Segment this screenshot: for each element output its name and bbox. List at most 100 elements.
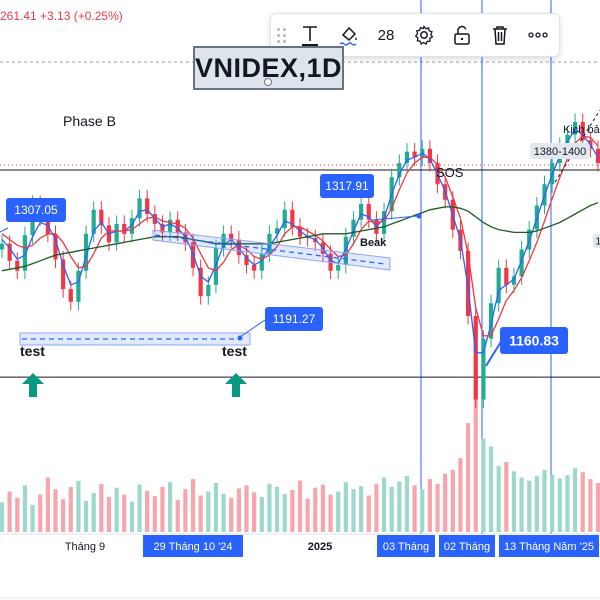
volume-bar — [53, 489, 58, 532]
candle-body — [336, 265, 341, 271]
volume-bar — [359, 486, 364, 532]
volume-bar — [320, 484, 326, 532]
volume-bar — [595, 483, 600, 532]
volume-bar — [15, 497, 20, 532]
scenario-label: Kịch bả — [563, 124, 600, 136]
candle-body — [53, 233, 58, 260]
volume-bar — [0, 502, 5, 532]
candle-body — [0, 243, 5, 250]
callout-line-1317 — [371, 215, 419, 221]
candle-body — [114, 223, 119, 243]
text-tool-icon[interactable] — [291, 16, 329, 54]
phase-label: Phase B — [63, 113, 116, 129]
volume-bar — [175, 500, 180, 532]
volume-bar — [404, 476, 410, 532]
volume-bar — [313, 487, 318, 532]
candle-body — [412, 151, 417, 158]
volume-bar — [152, 496, 157, 532]
volume-bar — [160, 486, 165, 532]
price-label-1191: 1191.27 — [273, 312, 316, 326]
callout-line-1191 — [239, 319, 266, 338]
candle-body — [397, 163, 402, 178]
candle-body — [466, 250, 471, 316]
edge-label-13: 13 — [595, 237, 600, 248]
volume-bar — [511, 471, 517, 532]
volume-bar — [466, 423, 471, 532]
candle-body — [221, 233, 226, 248]
candle-body — [175, 219, 180, 233]
candle-body — [359, 204, 364, 220]
candle-body — [91, 209, 96, 234]
volume-bar — [550, 474, 555, 532]
candle-body — [160, 223, 165, 233]
settings-gear-icon[interactable] — [405, 16, 443, 54]
candle-body — [519, 249, 524, 277]
font-size-value[interactable]: 28 — [377, 26, 395, 44]
volume-bar — [443, 473, 448, 532]
candle-body — [168, 219, 173, 233]
x-tick-highlight — [377, 535, 435, 557]
x-tick-label: Tháng 9 — [65, 541, 105, 553]
volume-bar — [129, 501, 134, 532]
volume-bar — [473, 392, 478, 532]
candle-body — [504, 267, 509, 285]
candle-body — [229, 233, 234, 240]
test-label-1: test — [20, 343, 45, 359]
candle-body — [137, 198, 142, 219]
volume-bar — [206, 491, 211, 532]
volume-bar — [450, 469, 455, 532]
price-label-1191-box — [265, 307, 323, 331]
volume-bar — [137, 484, 142, 532]
price-label-1307-box — [6, 198, 66, 222]
volume-bar — [336, 491, 341, 532]
volume-bar — [519, 477, 524, 532]
candle-body — [15, 260, 20, 271]
up-arrow-icon — [225, 373, 247, 397]
volume-bar — [190, 479, 196, 532]
title-anchor-handle[interactable] — [264, 78, 272, 86]
fill-color-icon[interactable] — [329, 16, 367, 54]
more-options-icon[interactable] — [519, 16, 557, 54]
volume-bar — [259, 497, 264, 532]
volume-bar — [145, 490, 150, 532]
volume-bar — [435, 483, 440, 532]
price-label-1307: 1307.05 — [14, 203, 58, 217]
callout-dot-1317 — [416, 213, 422, 219]
volume-bar — [68, 486, 73, 532]
candle-body — [83, 233, 89, 271]
candle-body — [496, 267, 501, 304]
candle-body — [511, 276, 517, 285]
candle-body — [145, 198, 150, 214]
delete-trash-icon[interactable] — [481, 16, 519, 54]
volume-bar — [99, 483, 104, 532]
volume-bar — [504, 462, 509, 532]
volume-bar — [580, 472, 585, 532]
candle-body — [198, 267, 203, 297]
volume-bar — [488, 446, 494, 532]
unlock-icon[interactable] — [443, 16, 481, 54]
candle-body — [99, 209, 104, 226]
callout-dot-1191 — [237, 335, 243, 341]
volume-bar — [267, 483, 272, 532]
x-tick-label: 03 Tháng — [383, 541, 429, 553]
candle-body — [481, 338, 486, 400]
volume-bar — [328, 494, 333, 532]
volume-bar — [61, 499, 66, 532]
volume-bar — [496, 465, 501, 532]
candle-body — [404, 151, 410, 163]
candle-body — [366, 204, 371, 220]
volume-bar — [236, 488, 241, 532]
candle-body — [7, 243, 12, 261]
volume-bar — [557, 478, 562, 532]
sos-label: SOS — [436, 165, 464, 180]
edge-label-13-box — [593, 234, 600, 248]
volume-bar — [30, 504, 35, 532]
x-tick-label: 29 Tháng 10 '24 — [154, 541, 233, 553]
candle-body — [274, 228, 280, 234]
x-tick-highlight — [439, 535, 495, 557]
volume-bar — [168, 482, 173, 532]
volume-bar — [588, 479, 593, 532]
volume-bar — [91, 493, 96, 532]
drag-grip-icon[interactable] — [277, 21, 291, 49]
